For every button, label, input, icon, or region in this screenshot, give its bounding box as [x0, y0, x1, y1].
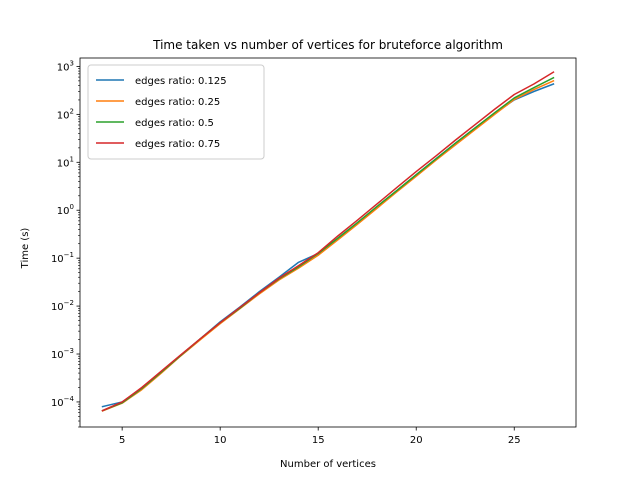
x-tick-label: 20	[410, 435, 423, 446]
legend: edges ratio: 0.125 edges ratio: 0.25 edges…	[87, 64, 265, 160]
x-axis-ticks: 5 10 15 20 25	[119, 427, 521, 446]
legend-box	[87, 64, 265, 160]
legend-label: edges ratio: 0.25	[135, 97, 220, 108]
y-tick-label: 100	[57, 203, 74, 217]
x-axis-label: Number of vertices	[280, 459, 376, 470]
y-tick-label: 101	[57, 155, 74, 169]
plot-frame	[79, 57, 577, 428]
x-tick-label: 10	[214, 435, 227, 446]
series-line-4	[101, 71, 555, 412]
y-axis-ticks: 10−4 10−3 10−2 10−1 100 101 102 103	[51, 59, 80, 428]
y-axis-label: Time (s)	[20, 228, 31, 270]
legend-label: edges ratio: 0.5	[135, 118, 214, 129]
y-tick-label: 102	[57, 107, 74, 121]
y-tick-label: 10−2	[51, 299, 74, 313]
y-tick-label: 10−4	[51, 395, 75, 409]
x-tick-label: 15	[312, 435, 325, 446]
y-tick-label: 10−3	[51, 347, 74, 361]
x-tick-label: 5	[119, 435, 125, 446]
legend-label: edges ratio: 0.75	[135, 139, 220, 150]
y-tick-label: 103	[57, 59, 74, 73]
plot-area	[79, 57, 577, 428]
chart-title: Time taken vs number of vertices for bru…	[152, 38, 503, 52]
x-tick-label: 25	[508, 435, 521, 446]
legend-label: edges ratio: 0.125	[135, 76, 227, 87]
y-tick-label: 10−1	[51, 251, 74, 265]
